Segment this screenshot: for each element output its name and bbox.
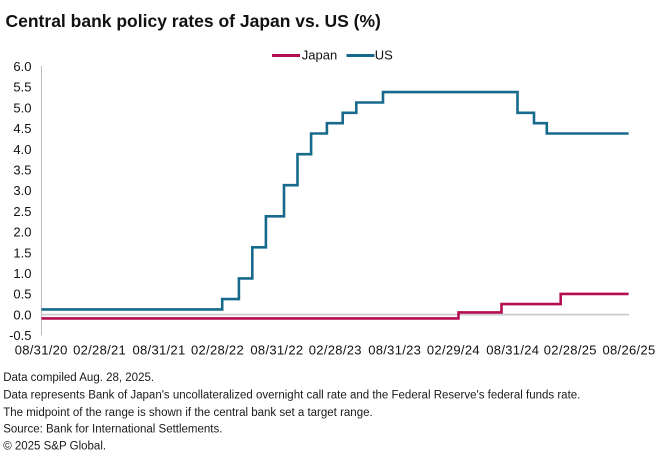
- svg-text:Central bank policy rates of J: Central bank policy rates of Japan vs. U…: [6, 11, 381, 31]
- svg-text:2.5: 2.5: [13, 204, 31, 219]
- svg-text:© 2025 S&P Global.: © 2025 S&P Global.: [3, 441, 106, 453]
- svg-text:5.5: 5.5: [13, 80, 31, 95]
- svg-text:Japan: Japan: [302, 48, 337, 63]
- svg-text:Source: Bank for International: Source: Bank for International Settlemen…: [3, 424, 222, 436]
- svg-text:3.5: 3.5: [13, 162, 31, 177]
- svg-text:3.0: 3.0: [13, 183, 31, 198]
- svg-text:5.0: 5.0: [13, 100, 31, 115]
- svg-text:6.0: 6.0: [13, 59, 31, 74]
- svg-text:0.0: 0.0: [13, 307, 31, 322]
- svg-text:1.5: 1.5: [13, 245, 31, 260]
- svg-text:08/31/21: 08/31/21: [132, 343, 185, 358]
- svg-text:08/31/22: 08/31/22: [250, 343, 303, 358]
- svg-text:4.0: 4.0: [13, 142, 31, 157]
- svg-text:2.0: 2.0: [13, 225, 31, 240]
- svg-text:The midpoint of the range is s: The midpoint of the range is shown if th…: [3, 407, 373, 419]
- svg-text:Data compiled Aug. 28, 2025.: Data compiled Aug. 28, 2025.: [3, 372, 154, 384]
- svg-text:02/28/23: 02/28/23: [309, 343, 362, 358]
- svg-text:4.5: 4.5: [13, 121, 31, 136]
- svg-text:02/28/22: 02/28/22: [191, 343, 244, 358]
- svg-text:-0.5: -0.5: [9, 328, 31, 343]
- svg-text:1.0: 1.0: [13, 266, 31, 281]
- svg-text:08/31/20: 08/31/20: [15, 343, 68, 358]
- svg-text:08/31/24: 08/31/24: [486, 343, 539, 358]
- svg-text:02/29/24: 02/29/24: [427, 343, 480, 358]
- svg-text:US: US: [375, 48, 393, 63]
- svg-text:08/26/25: 08/26/25: [602, 343, 655, 358]
- svg-text:Data represents Bank of Japan': Data represents Bank of Japan's uncollat…: [3, 390, 580, 402]
- svg-text:0.5: 0.5: [13, 287, 31, 302]
- svg-text:08/31/23: 08/31/23: [368, 343, 421, 358]
- svg-text:02/28/21: 02/28/21: [73, 343, 126, 358]
- svg-text:02/28/25: 02/28/25: [544, 343, 597, 358]
